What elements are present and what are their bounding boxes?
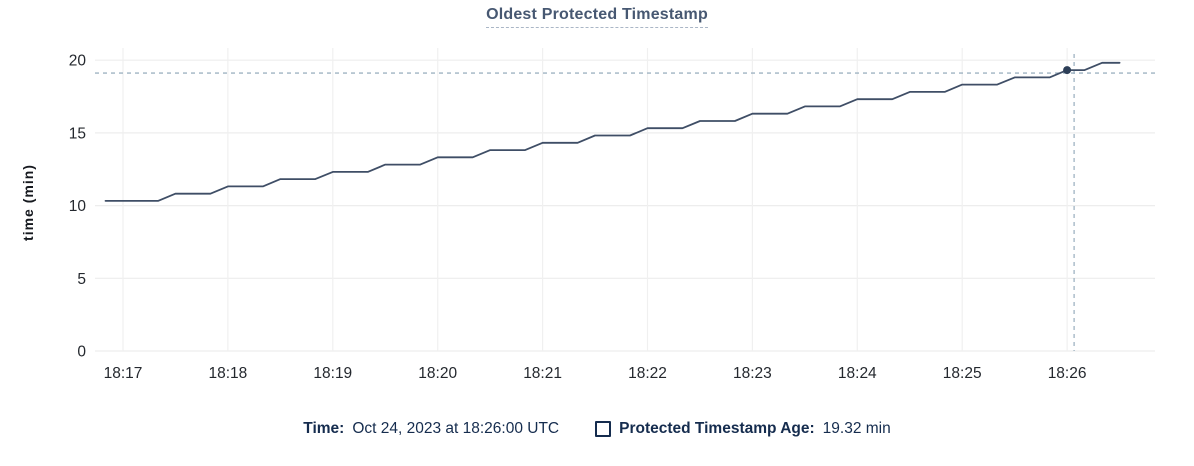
- y-tick-label: 10: [69, 198, 87, 215]
- x-tick-label: 18:25: [943, 365, 982, 382]
- hover-point: [1063, 66, 1072, 75]
- x-tick-label: 18:19: [313, 365, 352, 382]
- chart-header: Oldest Protected Timestamp: [0, 6, 1194, 28]
- x-tick-label: 18:24: [838, 365, 877, 382]
- chart-title[interactable]: Oldest Protected Timestamp: [486, 6, 708, 28]
- legend-series-value: 19.32 min: [822, 420, 891, 437]
- x-tick-label: 18:21: [523, 365, 562, 382]
- y-tick-label: 0: [77, 344, 86, 361]
- x-tick-label: 18:22: [628, 365, 667, 382]
- x-tick-label: 18:23: [733, 365, 772, 382]
- legend-series-label: Protected Timestamp Age:: [619, 420, 815, 437]
- x-tick-label: 18:20: [418, 365, 457, 382]
- x-tick-label: 18:17: [104, 365, 143, 382]
- legend-time-value: Oct 24, 2023 at 18:26:00 UTC: [352, 420, 560, 437]
- x-tick-label: 18:18: [209, 365, 248, 382]
- legend-time-label: Time:: [303, 420, 345, 437]
- timeseries-chart: 0 5 10 15 20 18:17 18:18 18:19 18:20 18:21 18:22 18…: [20, 48, 1155, 382]
- y-tick-label: 5: [77, 271, 86, 288]
- y-tick-label: 15: [69, 125, 86, 142]
- y-tick-label: 20: [69, 53, 87, 70]
- chart-plot-area[interactable]: [95, 48, 1155, 351]
- x-tick-label: 18:26: [1048, 365, 1087, 382]
- series-toggle-checkbox-icon[interactable]: [595, 421, 612, 437]
- y-axis-title: time (min): [20, 164, 36, 241]
- series-line: [104, 61, 1121, 202]
- chart-legend: Time: Oct 24, 2023 at 18:26:00 UTC Prote…: [0, 418, 1194, 440]
